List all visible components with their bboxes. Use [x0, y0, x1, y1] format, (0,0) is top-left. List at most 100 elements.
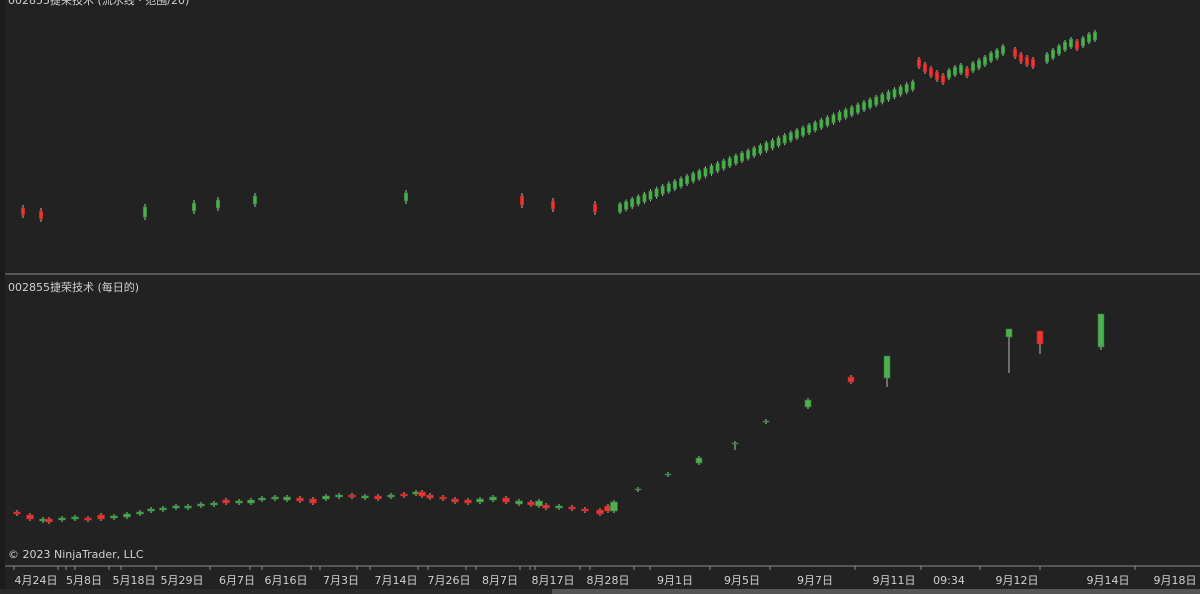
axis-tick-label: 5月8日	[66, 574, 102, 587]
daily-candle	[476, 497, 484, 504]
range-bar	[1050, 48, 1056, 60]
range-bar	[813, 120, 818, 133]
time-axis: 4月24日 5月8日 5月18日 5月29日 6月7日 6月16日 7月3日 7月14日 7月2…	[13, 566, 1197, 587]
daily-candle	[84, 516, 92, 522]
daily-candle	[664, 472, 672, 477]
range-bar	[849, 105, 854, 118]
range-bar	[855, 102, 860, 115]
range-bar	[721, 158, 726, 171]
axis-tick-label: 7月26日	[428, 574, 471, 587]
bottom-price-panel	[13, 313, 1105, 524]
range-bar	[958, 63, 964, 75]
daily-candle	[634, 487, 642, 492]
daily-candle	[581, 507, 589, 513]
range-bar	[904, 82, 909, 95]
axis-tick-label: 6月16日	[265, 574, 308, 587]
daily-candle	[439, 495, 447, 501]
axis-tick-label: 5月29日	[161, 574, 204, 587]
axis-tick-label: 9月12日	[996, 574, 1039, 587]
daily-candle	[1005, 328, 1013, 373]
range-bar	[770, 138, 775, 151]
daily-candle	[426, 493, 434, 500]
range-bar	[550, 198, 556, 212]
range-bar	[648, 189, 653, 202]
range-bar	[752, 145, 757, 158]
range-bar	[1030, 57, 1036, 69]
daily-candle	[568, 505, 576, 511]
axis-tick-label: 9月18日	[1154, 574, 1197, 587]
range-bar	[794, 128, 799, 141]
range-bar	[746, 148, 751, 161]
range-bar	[800, 125, 806, 138]
daily-candle	[555, 504, 563, 510]
axis-tick-label: 9月14日	[1087, 574, 1130, 587]
daily-candle	[762, 419, 770, 424]
range-bar	[709, 163, 714, 176]
range-bar	[1086, 32, 1092, 44]
range-bar	[934, 70, 940, 82]
daily-candle	[45, 517, 53, 524]
daily-candle	[222, 498, 230, 505]
range-bar	[697, 168, 702, 181]
daily-candle	[58, 516, 66, 522]
range-bar	[910, 79, 915, 92]
range-bar	[252, 193, 258, 207]
copyright-text: © 2023 NinjaTrader, LLC	[8, 548, 144, 561]
axis-tick-label: 7月14日	[375, 574, 418, 587]
range-bar	[1068, 37, 1074, 49]
range-bar	[788, 130, 793, 143]
range-bar	[807, 122, 812, 135]
axis-tick-label: 9月1日	[657, 574, 693, 587]
axis-tick-label: 8月7日	[482, 574, 518, 587]
range-bar	[403, 190, 409, 204]
range-bar	[636, 194, 641, 207]
range-bar	[1074, 39, 1080, 51]
range-bar	[678, 176, 684, 189]
daily-candle	[271, 495, 279, 501]
daily-candle	[400, 492, 408, 498]
range-bar	[946, 68, 952, 80]
range-bar	[928, 66, 934, 78]
horizontal-scrollbar[interactable]	[0, 589, 1200, 594]
range-bar	[758, 143, 763, 156]
daily-candle	[110, 514, 118, 520]
daily-candle	[71, 515, 79, 521]
axis-tick-label: 5月18日	[113, 574, 156, 587]
range-bar	[666, 181, 671, 194]
range-bar	[970, 61, 976, 73]
range-bar	[1092, 30, 1098, 42]
daily-candle	[542, 503, 550, 510]
daily-candle	[26, 513, 34, 521]
axis-tick-label: 8月28日	[587, 574, 630, 587]
range-bar	[886, 89, 891, 102]
daily-candle	[361, 494, 369, 500]
scrollbar-thumb[interactable]	[552, 589, 1200, 594]
daily-candle	[515, 499, 523, 506]
daily-candle	[97, 513, 105, 521]
daily-candle	[451, 497, 459, 504]
daily-candle	[348, 493, 356, 499]
daily-candle	[1036, 330, 1044, 354]
axis-tick-label: 7月3日	[323, 574, 359, 587]
range-bar	[642, 191, 647, 204]
range-bar	[660, 184, 665, 197]
range-bar	[592, 201, 598, 215]
range-bar	[861, 100, 867, 112]
daily-candle	[322, 494, 330, 501]
range-bar	[142, 204, 148, 220]
range-bar	[727, 156, 732, 169]
axis-tick-label: 9月11日	[873, 574, 916, 587]
range-bar	[38, 208, 44, 222]
range-bar	[819, 117, 824, 130]
range-bar	[1012, 47, 1018, 59]
daily-candle	[731, 441, 739, 450]
daily-candle	[695, 456, 703, 465]
range-bar	[922, 62, 928, 74]
daily-candle	[197, 502, 205, 508]
range-bar	[215, 197, 221, 211]
range-bar	[654, 186, 659, 199]
daily-candle	[374, 494, 382, 501]
daily-candle	[296, 496, 304, 503]
daily-candle	[136, 510, 144, 516]
